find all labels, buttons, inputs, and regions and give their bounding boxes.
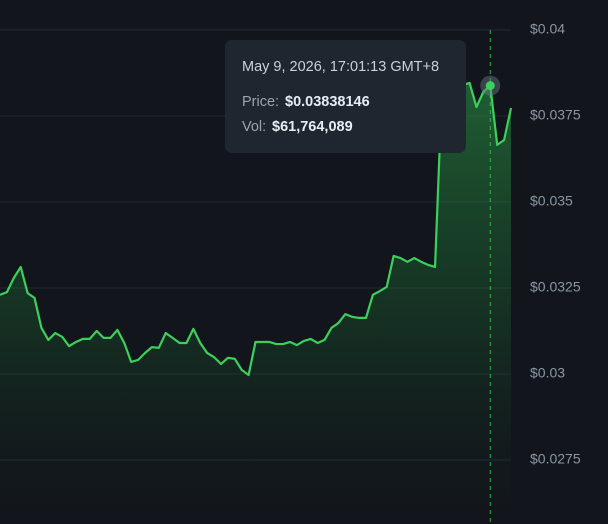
y-tick-label: $0.03 bbox=[530, 365, 565, 381]
y-tick-label: $0.0375 bbox=[530, 107, 581, 123]
tooltip-price-label: Price: bbox=[242, 94, 279, 110]
price-line bbox=[0, 80, 513, 377]
y-tick-label: $0.04 bbox=[530, 21, 565, 37]
y-tick-label: $0.0275 bbox=[530, 451, 581, 467]
tooltip-vol-label: Vol: bbox=[242, 119, 266, 135]
y-tick-label: $0.0325 bbox=[530, 279, 581, 295]
tooltip-time: May 9, 2026, 17:01:13 GMT+8 bbox=[242, 59, 439, 75]
tooltip-price: $0.03838146 bbox=[285, 94, 370, 110]
hover-point bbox=[485, 81, 495, 91]
tooltip-box bbox=[225, 40, 466, 153]
y-tick-label: $0.035 bbox=[530, 193, 573, 209]
tooltip-vol: $61,764,089 bbox=[272, 119, 353, 135]
area bbox=[0, 81, 511, 524]
tooltip: May 9, 2026, 17:01:13 GMT+8 Price: $0.03… bbox=[225, 40, 466, 153]
plot bbox=[0, 30, 513, 524]
